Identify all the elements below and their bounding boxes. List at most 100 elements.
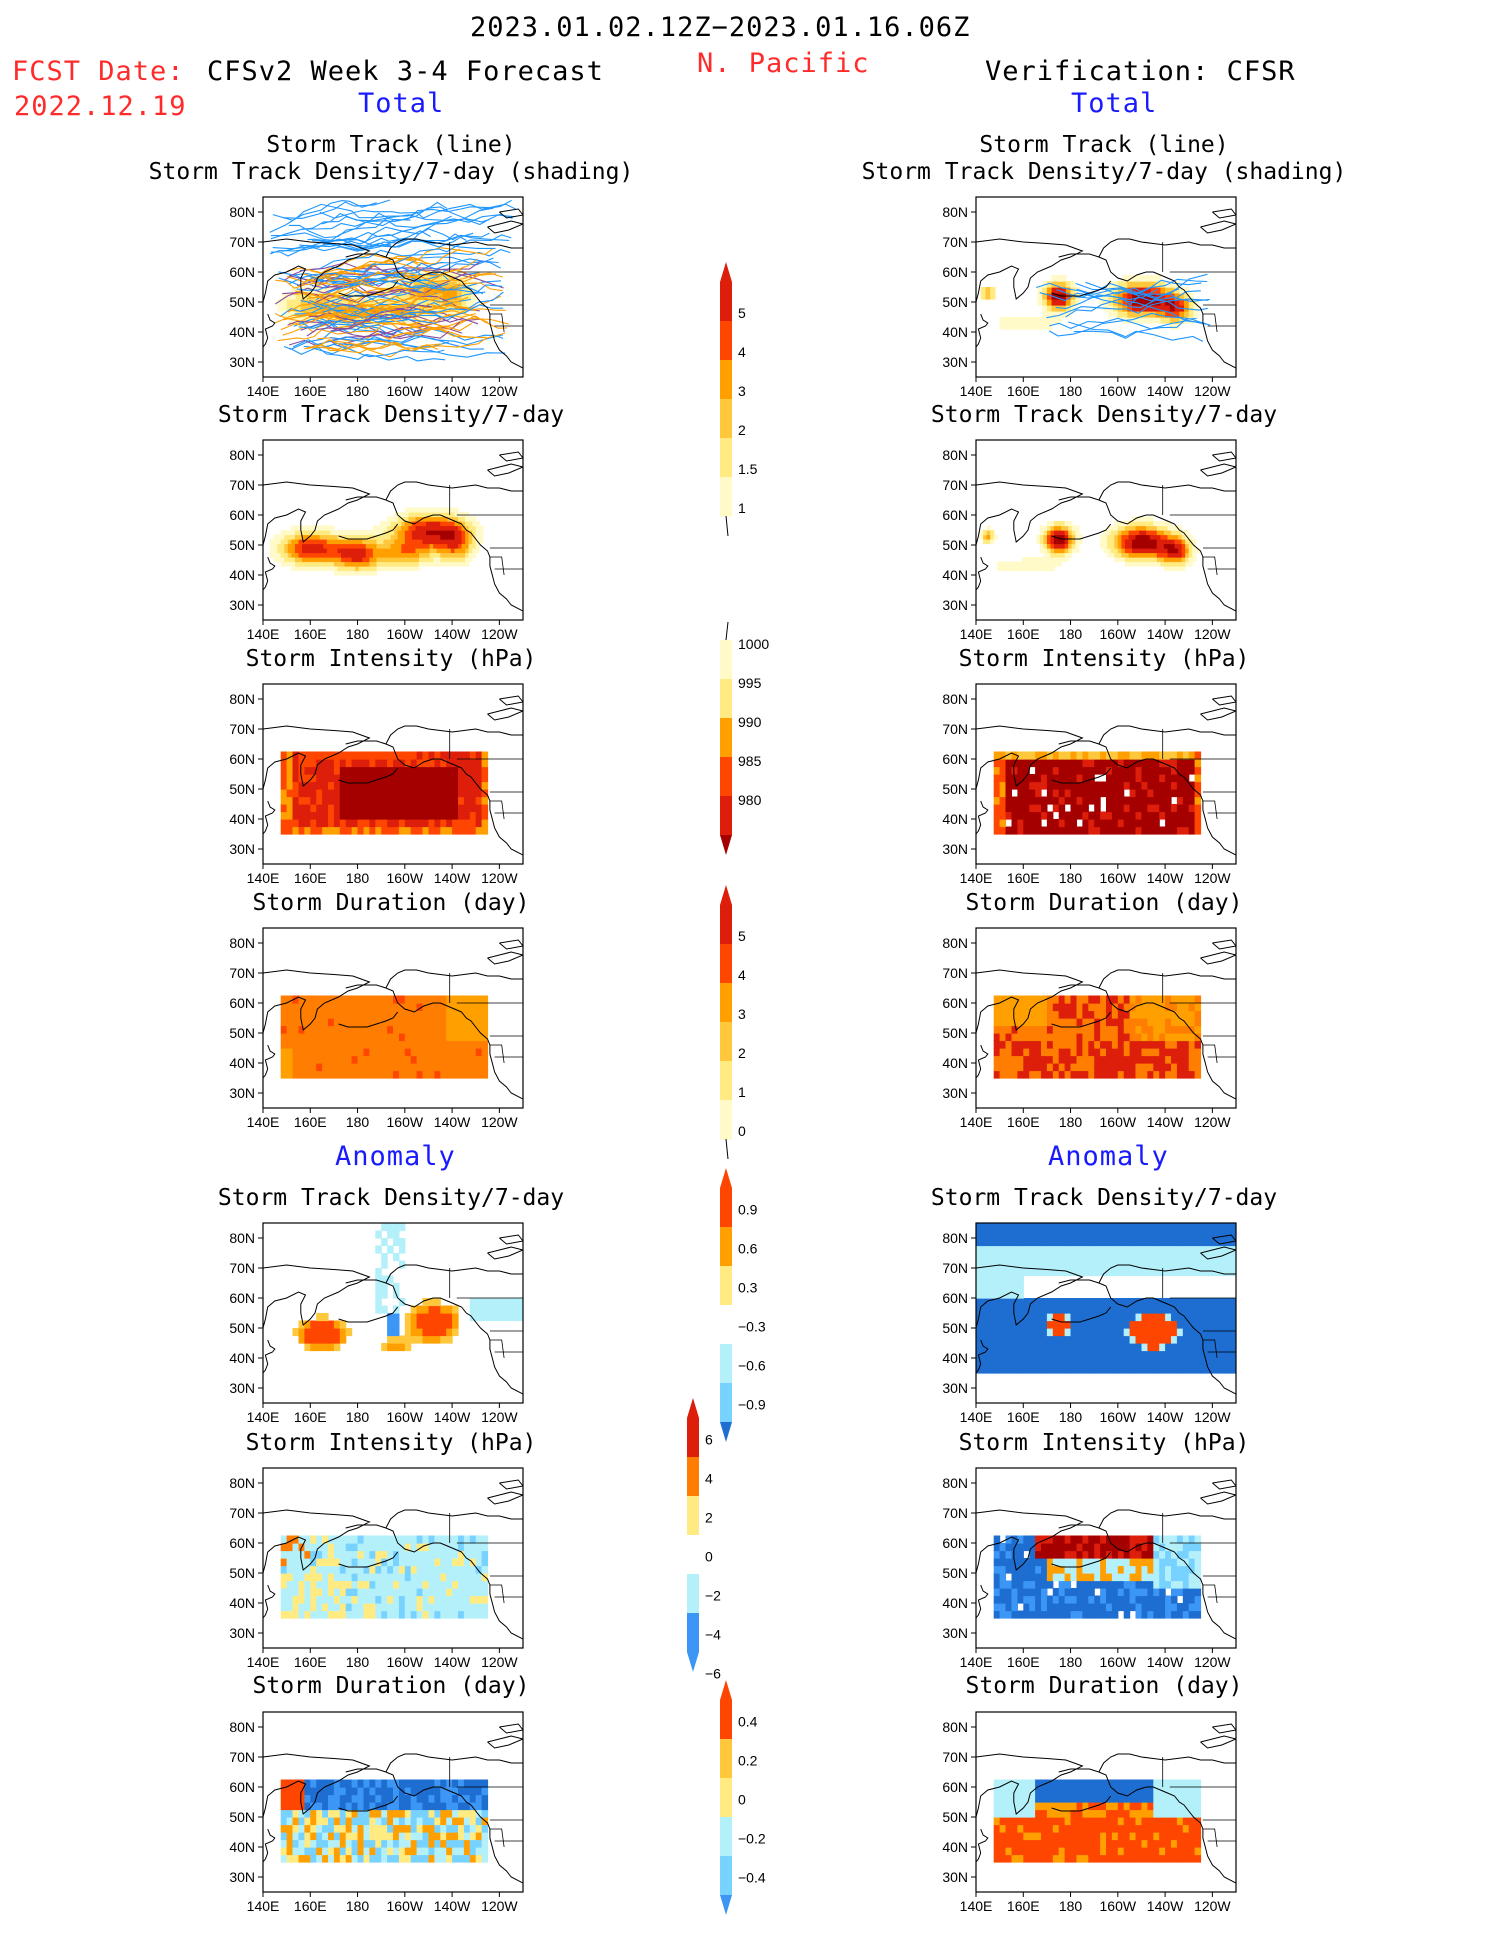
shade-cell: [1041, 804, 1048, 812]
shade-cell: [1218, 1343, 1225, 1351]
shade-cell: [423, 1321, 430, 1329]
shade-cell: [470, 1063, 477, 1071]
shade-cell: [423, 812, 430, 820]
shade-cell: [1136, 1336, 1143, 1344]
shade-cell: [465, 553, 469, 558]
shade-cell: [429, 1588, 436, 1596]
shade-cell: [982, 1313, 989, 1321]
shade-cell: [281, 1588, 288, 1596]
title-left-duration-anom: Storm Duration (day): [111, 1673, 671, 1700]
shade-cell: [1053, 1306, 1060, 1314]
title-right-duration-anom: Storm Duration (day): [824, 1673, 1384, 1700]
shade-cell: [1047, 774, 1054, 782]
shade-cell: [340, 1596, 347, 1604]
shade-cell: [458, 562, 462, 567]
shade-cell: [1065, 996, 1072, 1004]
right-column-title: Verification: CFSR: [985, 56, 1296, 87]
shade-cell: [330, 557, 334, 562]
shade-cell: [1189, 1041, 1196, 1049]
shade-cell: [1029, 819, 1036, 827]
shade-cell: [375, 1802, 382, 1810]
shade-cell: [464, 1832, 471, 1840]
shade-cell: [1150, 553, 1154, 558]
shade-cell: [1177, 1048, 1184, 1056]
shade-cell: [340, 1026, 347, 1034]
shade-cell: [1171, 1313, 1178, 1321]
shade-cell: [355, 566, 359, 571]
shade-cell: [1147, 767, 1154, 775]
shade-cell: [1047, 1366, 1054, 1374]
shade-cell: [1053, 1328, 1060, 1336]
shade-cell: [1071, 819, 1078, 827]
shade-cell: [440, 1566, 447, 1574]
shade-cell: [1047, 1313, 1054, 1321]
shade-cell: [375, 1795, 382, 1803]
shade-cell: [310, 1041, 317, 1049]
shade-cell: [452, 1802, 459, 1810]
shade-cell: [1015, 566, 1019, 571]
shade-cell: [394, 548, 398, 553]
shade-cell: [277, 557, 281, 562]
shade-cell: [980, 535, 984, 540]
shade-cell: [1168, 548, 1172, 553]
shade-cell: [1053, 759, 1060, 767]
shade-cell: [381, 789, 388, 797]
shade-cell: [1071, 1358, 1078, 1366]
shade-cell: [1118, 553, 1122, 558]
shade-cell: [437, 517, 441, 522]
lon-tick-label: 160E: [294, 870, 327, 886]
lon-tick-label: 140E: [960, 870, 993, 886]
shade-cell: [1136, 1358, 1143, 1366]
shade-cell: [1047, 1003, 1054, 1011]
shade-cell: [411, 1573, 418, 1581]
shade-cell: [387, 1011, 394, 1019]
shade-cell: [1023, 797, 1030, 805]
shade-cell: [1104, 535, 1108, 540]
shade-cell: [375, 1558, 382, 1566]
shade-cell: [327, 548, 331, 553]
shade-cell: [1189, 1063, 1196, 1071]
shade-cell: [328, 1558, 335, 1566]
shade-cell: [994, 1291, 1001, 1299]
shade-cell: [352, 553, 356, 558]
shade-cell: [1054, 544, 1058, 549]
shade-cell: [281, 544, 285, 549]
shade-cell: [1177, 804, 1184, 812]
shade-cell: [330, 535, 334, 540]
shade-cell: [381, 1003, 388, 1011]
shade-cell: [1040, 548, 1044, 553]
shade-cell: [338, 562, 342, 567]
shade-cell: [1165, 774, 1172, 782]
shade-cell: [352, 1011, 359, 1019]
shade-cell: [440, 774, 447, 782]
shade-cell: [299, 553, 303, 558]
shade-cell: [1177, 1033, 1184, 1041]
shade-cell: [1041, 1048, 1048, 1056]
shade-cell: [375, 1825, 382, 1833]
shade-cell: [1035, 1328, 1042, 1336]
shade-cell: [412, 544, 416, 549]
shade-cell: [476, 1810, 483, 1818]
shade-cell: [1224, 1313, 1231, 1321]
shade-cell: [287, 1603, 294, 1611]
shade-cell: [408, 526, 412, 531]
shade-cell: [1017, 812, 1024, 820]
lat-tick-label: 60N: [942, 995, 968, 1011]
shade-cell: [1071, 1041, 1078, 1049]
shade-cell: [405, 1343, 412, 1351]
shade-cell: [455, 557, 459, 562]
shade-cell: [417, 1566, 424, 1574]
shade-cell: [440, 526, 444, 531]
shade-cell: [359, 566, 363, 571]
shade-cell: [476, 804, 483, 812]
shade-cell: [369, 571, 373, 576]
shade-cell: [1047, 1056, 1054, 1064]
shade-cell: [1165, 1358, 1172, 1366]
shade-cell: [1082, 1343, 1089, 1351]
shade-cell: [1065, 1041, 1072, 1049]
shade-cell: [1065, 1351, 1072, 1359]
shade-cell: [429, 1847, 436, 1855]
shade-cell: [352, 789, 359, 797]
shade-cell: [1153, 1351, 1160, 1359]
shade-cell: [304, 804, 311, 812]
